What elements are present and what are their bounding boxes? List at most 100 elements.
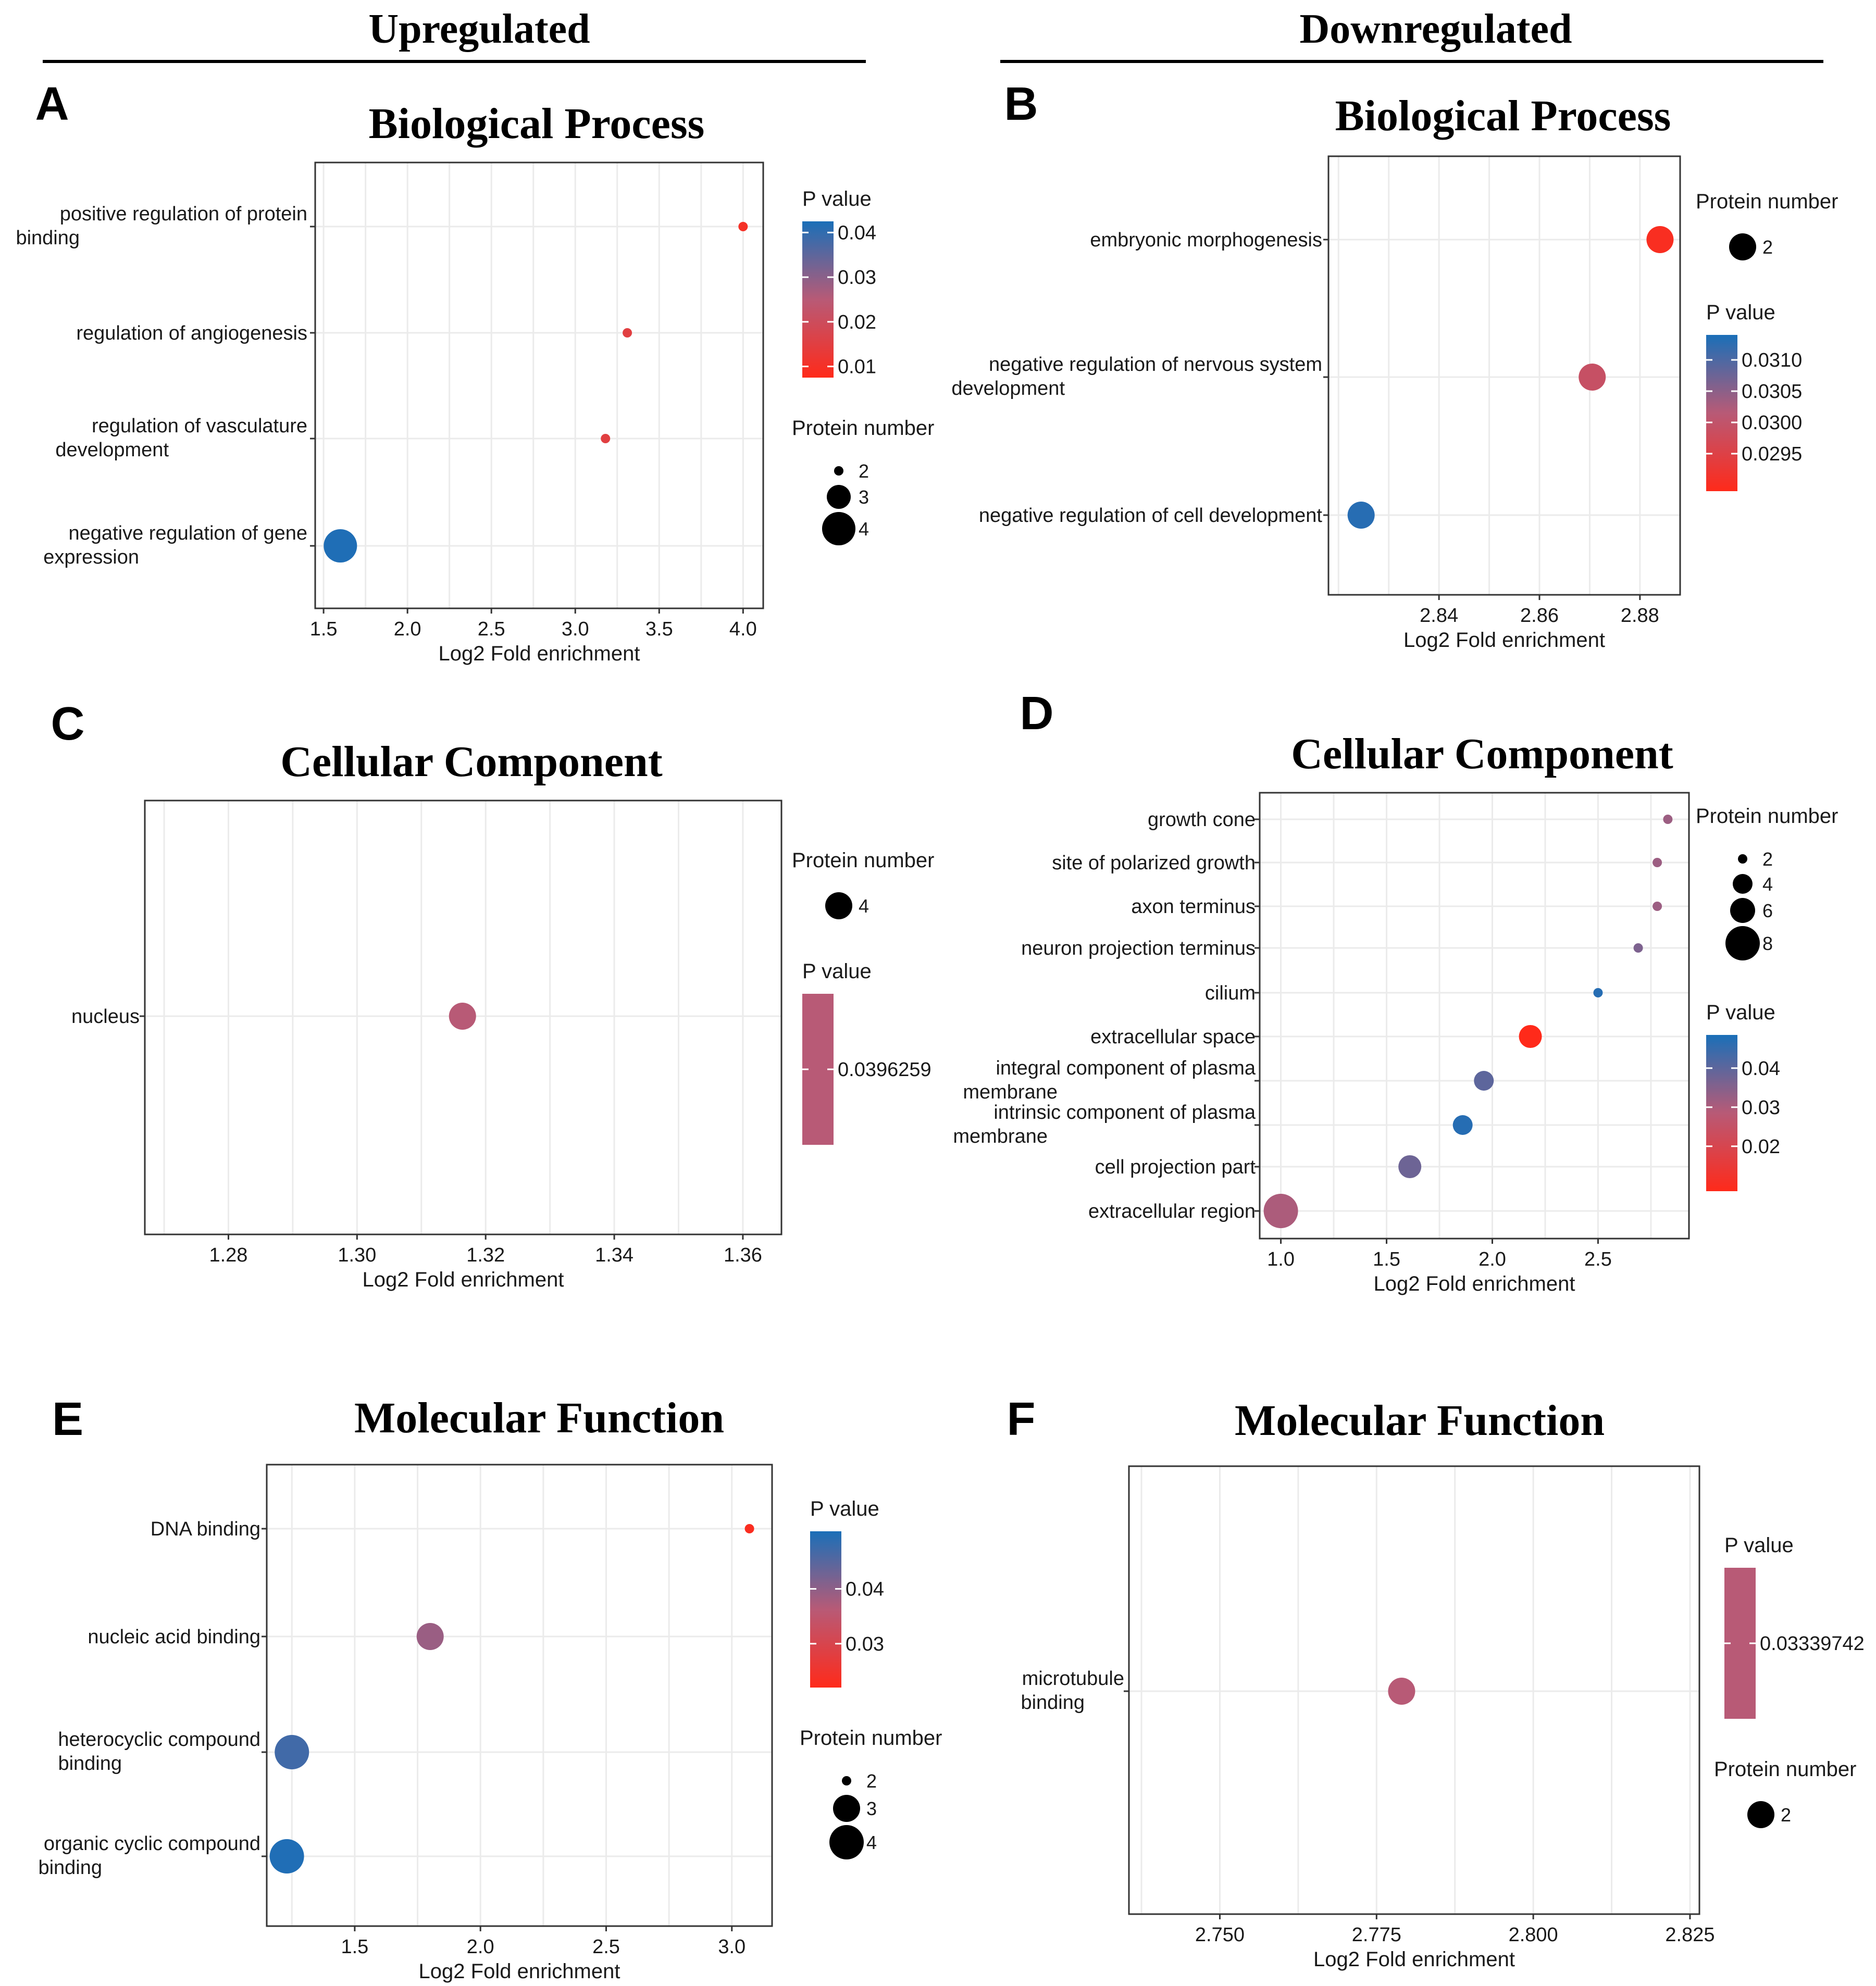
data-point bbox=[1579, 364, 1606, 391]
y-tick-label: embryonic morphogenesis bbox=[1090, 229, 1322, 251]
y-tick-label: cell projection part bbox=[1095, 1156, 1256, 1178]
panel-letter: D bbox=[1020, 688, 1054, 740]
x-tick-label: 1.34 bbox=[595, 1244, 633, 1266]
y-tick-label: neuron projection terminus bbox=[1021, 938, 1256, 959]
x-tick-label: 2.825 bbox=[1665, 1924, 1715, 1946]
size-legend-key bbox=[1733, 874, 1753, 894]
colorbar-tick-label: 0.0310 bbox=[1742, 349, 1802, 371]
size-legend-label: 4 bbox=[859, 518, 869, 540]
size-legend-label: 2 bbox=[859, 460, 869, 482]
size-legend-label: 2 bbox=[1781, 1804, 1791, 1826]
panel-b: B Biological Process 2.84 2.86 2.88 Log2 Fold… bbox=[951, 78, 1838, 652]
y-tick-label: nucleic acid binding bbox=[88, 1626, 260, 1648]
panel-letter: C bbox=[51, 698, 85, 750]
data-point bbox=[1452, 1115, 1473, 1135]
data-point bbox=[738, 222, 748, 231]
data-point bbox=[1663, 815, 1673, 824]
data-point bbox=[1653, 902, 1662, 911]
size-legend-title: Protein number bbox=[1696, 805, 1838, 828]
size-legend-key bbox=[1730, 898, 1755, 923]
x-tick-label: 1.36 bbox=[724, 1244, 762, 1266]
pvalue-legend-title: P value bbox=[1724, 1534, 1794, 1557]
colorbar-tick-label: 0.0396259 bbox=[838, 1059, 931, 1081]
x-axis-label: Log2 Fold enrichment bbox=[1403, 629, 1605, 652]
panel-letter: B bbox=[1004, 78, 1038, 130]
size-legend-key bbox=[834, 466, 843, 476]
chart-title: Cellular Component bbox=[280, 738, 663, 786]
header-downregulated: Downregulated bbox=[1300, 6, 1572, 52]
y-tick-label: integral component of plasma membrane bbox=[963, 1057, 1256, 1103]
chart-title: Molecular Function bbox=[1235, 1396, 1605, 1445]
chart-title: Molecular Function bbox=[354, 1394, 724, 1442]
panel-e: E Molecular Function 1.5 2.0 2.5 3.0 Log2 Fold… bbox=[38, 1393, 942, 1983]
x-tick-label: 2.800 bbox=[1509, 1924, 1558, 1946]
data-point bbox=[416, 1623, 444, 1650]
chart-title: Biological Process bbox=[1335, 92, 1671, 140]
data-point bbox=[1646, 226, 1674, 253]
size-legend-key bbox=[1738, 854, 1747, 864]
size-legend-label: 3 bbox=[866, 1798, 877, 1819]
data-point bbox=[275, 1735, 309, 1769]
x-tick-label: 2.0 bbox=[1479, 1248, 1506, 1270]
gridlines bbox=[1328, 156, 1680, 595]
y-tick-label: negative regulation of cell development bbox=[979, 505, 1323, 527]
gridlines bbox=[315, 163, 763, 608]
size-legend-key bbox=[825, 892, 852, 919]
panel-f: F Molecular Function 2.750 2.775 2.800 2.825 L… bbox=[1007, 1393, 1865, 1971]
x-tick-label: 1.28 bbox=[209, 1244, 247, 1266]
pvalue-legend-title: P value bbox=[1706, 301, 1775, 324]
x-axis-label: Log2 Fold enrichment bbox=[363, 1268, 564, 1291]
y-tick-label: regulation of vasculature development bbox=[55, 415, 307, 461]
x-tick-label: 3.5 bbox=[645, 618, 673, 640]
x-tick-label: 1.30 bbox=[338, 1244, 376, 1266]
chart-title: Biological Process bbox=[369, 99, 705, 148]
y-tick-label: microtubule binding bbox=[1021, 1668, 1124, 1714]
panel-a: A Biological Process 1.5 2.0 2.5 3.0 3.5 4.0 Log… bbox=[16, 78, 934, 665]
plot-frame bbox=[1327, 155, 1681, 596]
size-legend-label: 2 bbox=[1762, 848, 1773, 870]
data-point bbox=[1653, 858, 1662, 867]
colorbar-tick-label: 0.0305 bbox=[1742, 381, 1802, 403]
size-legend-key bbox=[833, 1795, 860, 1822]
pvalue-legend-title: P value bbox=[802, 188, 872, 210]
x-tick-label: 2.84 bbox=[1420, 605, 1458, 627]
size-legend-title: Protein number bbox=[800, 1727, 942, 1750]
chart-title: Cellular Component bbox=[1291, 730, 1673, 778]
y-tick-label: nucleus bbox=[71, 1006, 140, 1028]
pvalue-legend-title: P value bbox=[810, 1497, 879, 1520]
x-tick-label: 4.0 bbox=[729, 618, 757, 640]
gridlines bbox=[1129, 1466, 1699, 1914]
colorbar-tick-label: 0.03 bbox=[1742, 1097, 1780, 1119]
size-legend-title: Protein number bbox=[792, 849, 934, 872]
x-axis-label: Log2 Fold enrichment bbox=[419, 1960, 620, 1983]
x-tick-label: 2.0 bbox=[394, 618, 421, 640]
data-point bbox=[269, 1839, 304, 1873]
panel-letter: A bbox=[35, 78, 69, 130]
column-headers: Upregulated Downregulated bbox=[43, 6, 1823, 63]
y-tick-label: intrinsic component of plasma membrane bbox=[953, 1102, 1256, 1147]
x-tick-label: 2.5 bbox=[592, 1936, 620, 1958]
data-point bbox=[324, 529, 357, 563]
size-legend-label: 2 bbox=[1762, 236, 1773, 258]
y-tick-label: axon terminus bbox=[1131, 896, 1256, 918]
x-tick-label: 3.0 bbox=[718, 1936, 746, 1958]
x-tick-label: 2.775 bbox=[1352, 1924, 1401, 1946]
pvalue-colorbar bbox=[1706, 335, 1737, 491]
panels: A Biological Process 1.5 2.0 2.5 3.0 3.5 4.0 Log… bbox=[16, 78, 1864, 1983]
x-tick-label: 1.0 bbox=[1267, 1248, 1295, 1270]
y-tick-label: positive regulation of protein binding bbox=[16, 203, 307, 249]
data-point bbox=[1347, 502, 1375, 529]
size-legend-key bbox=[829, 1825, 864, 1859]
size-legend-title: Protein number bbox=[1696, 190, 1838, 213]
y-tick-label: regulation of angiogenesis bbox=[76, 322, 307, 344]
y-tick-label: DNA binding bbox=[151, 1518, 260, 1540]
size-legend-key bbox=[1747, 1801, 1774, 1828]
y-tick-label: negative regulation of gene expression bbox=[43, 522, 307, 568]
x-tick-label: 3.0 bbox=[562, 618, 589, 640]
plot-frame bbox=[1128, 1465, 1700, 1915]
size-legend-title: Protein number bbox=[1714, 1758, 1856, 1781]
x-axis-label: Log2 Fold enrichment bbox=[439, 642, 640, 665]
x-tick-label: 2.5 bbox=[478, 618, 505, 640]
size-legend-key bbox=[822, 512, 855, 545]
gridlines bbox=[145, 801, 781, 1234]
